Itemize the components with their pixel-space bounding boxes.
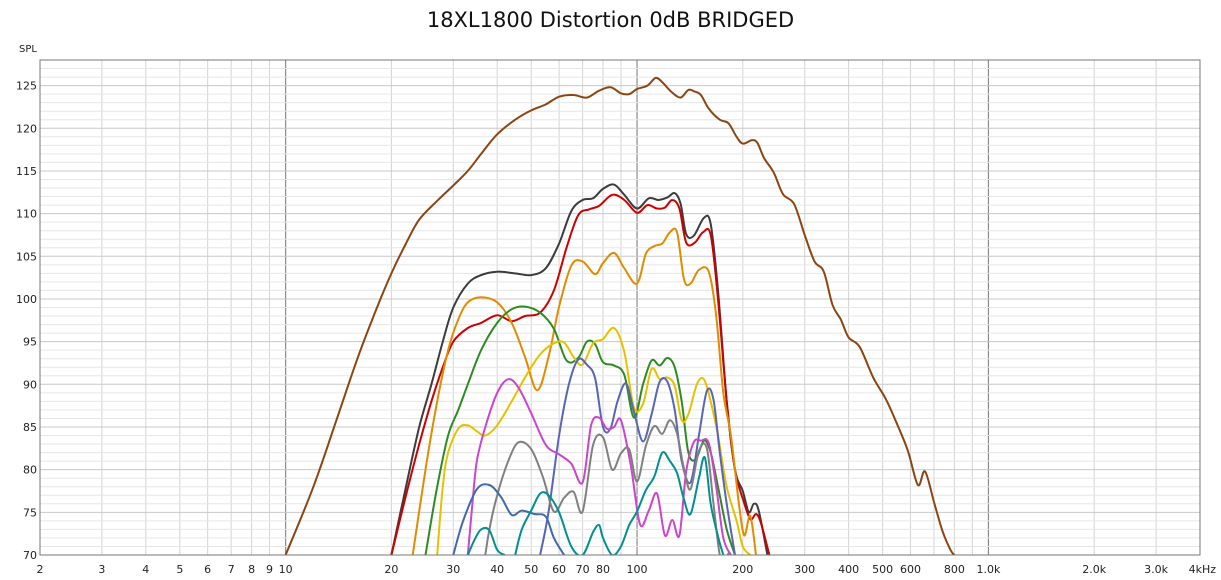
- y-axis-label: SPL: [19, 44, 37, 55]
- y-tick-label: 90: [23, 378, 37, 391]
- x-tick-label: 5: [176, 563, 183, 576]
- x-tick-label: 600: [900, 563, 921, 576]
- x-tick-label: 300: [794, 563, 815, 576]
- y-tick-label: 95: [23, 336, 37, 349]
- series-line-9: [484, 419, 730, 555]
- x-tick-label: 30: [446, 563, 460, 576]
- x-tick-label: 2: [37, 563, 44, 576]
- series-line-6: [436, 326, 752, 555]
- x-tick-label: 6: [204, 563, 211, 576]
- series-line-10: [452, 483, 566, 555]
- x-tick-label: 2.0k: [1082, 563, 1106, 576]
- series-lines: [284, 76, 956, 555]
- y-axis-ticks: 70 75 80 85 90 95 100 105 110 115 120 125: [16, 80, 37, 562]
- x-tick-label: 7: [228, 563, 235, 576]
- x-tick-label: 70: [576, 563, 590, 576]
- x-tick-label: 200: [732, 563, 753, 576]
- x-tick-label: 3.0k: [1144, 563, 1168, 576]
- series-line-1: [284, 76, 956, 555]
- x-tick-label: 4: [142, 563, 149, 576]
- x-tick-label: 80: [596, 563, 610, 576]
- y-tick-label: 100: [16, 293, 37, 306]
- series-line-8: [466, 378, 732, 555]
- x-tick-label: 4kHz: [1189, 563, 1217, 576]
- y-tick-label: 70: [23, 549, 37, 562]
- series-line-11: [514, 451, 725, 555]
- x-tick-label: 1.0k: [976, 563, 1000, 576]
- series-line-7: [539, 357, 736, 555]
- y-tick-label: 115: [16, 165, 37, 178]
- chart-title: 18XL1800 Distortion 0dB BRIDGED: [426, 8, 795, 32]
- x-tick-label: 60: [552, 563, 566, 576]
- x-tick-label: 50: [524, 563, 538, 576]
- grid: [39, 59, 1201, 556]
- y-tick-label: 85: [23, 421, 37, 434]
- series-line-4: [411, 227, 757, 555]
- x-tick-label: 500: [872, 563, 893, 576]
- x-tick-label: 800: [944, 563, 965, 576]
- y-tick-label: 105: [16, 250, 37, 263]
- x-tick-label: 9: [266, 563, 273, 576]
- x-tick-label: 10: [279, 563, 293, 576]
- y-tick-label: 75: [23, 506, 37, 519]
- x-axis-ticks: 2 3 4 5 6 7 8 9 10 20 30 40 50 60 70 80 100 200 300 400 500 6…: [37, 563, 1217, 576]
- series-line-12: [466, 526, 506, 555]
- y-tick-label: 110: [16, 208, 37, 221]
- x-tick-label: 3: [98, 563, 105, 576]
- x-tick-label: 100: [627, 563, 648, 576]
- series-line-3: [390, 193, 771, 555]
- y-tick-label: 120: [16, 122, 37, 135]
- plot-frame: [39, 59, 1201, 556]
- x-tick-label: 400: [838, 563, 859, 576]
- y-tick-label: 125: [16, 80, 37, 93]
- x-tick-label: 20: [384, 563, 398, 576]
- x-tick-label: 40: [490, 563, 504, 576]
- x-tick-label: 8: [248, 563, 255, 576]
- y-tick-label: 80: [23, 464, 37, 477]
